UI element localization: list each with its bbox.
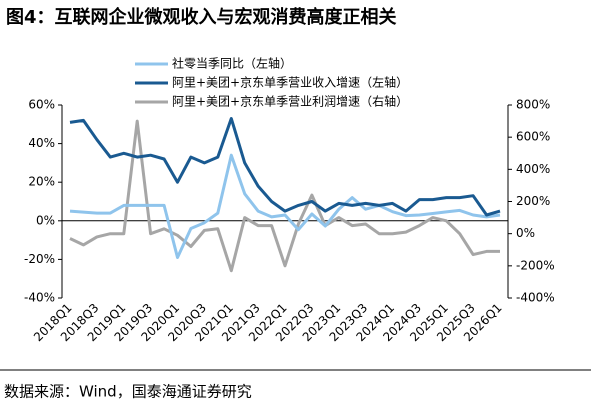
y-tick-label: 20%	[28, 175, 55, 189]
legend-label: 阿里+美团+京东单季营业利润增速（右轴）	[172, 94, 408, 109]
legend-label: 阿里+美团+京东单季营业收入增速（左轴）	[172, 75, 408, 90]
legend-label: 社零当季同比（左轴）	[172, 56, 292, 71]
series-line	[69, 117, 501, 217]
y-tick-label: 40%	[28, 136, 55, 150]
series-line	[69, 153, 501, 259]
y2-tick-label: 600%	[516, 130, 550, 144]
source: 数据来源：Wind，国泰海通证券研究	[4, 383, 252, 401]
y2-tick-label: -200%	[516, 258, 555, 272]
chart-title: 图4：互联网企业微观收入与宏观消费高度正相关	[6, 6, 397, 28]
y2-tick-label: 800%	[516, 98, 550, 112]
y2-tick-label: 400%	[516, 162, 550, 176]
y2-tick-label: 200%	[516, 194, 550, 208]
y-tick-label: -40%	[24, 291, 55, 305]
y2-tick-label: -400%	[516, 291, 555, 305]
y-tick-label: 0%	[36, 213, 55, 227]
y-tick-label: -20%	[24, 252, 55, 266]
series-line	[69, 119, 500, 273]
y2-tick-label: 0%	[516, 226, 535, 240]
y-tick-label: 60%	[28, 98, 55, 112]
